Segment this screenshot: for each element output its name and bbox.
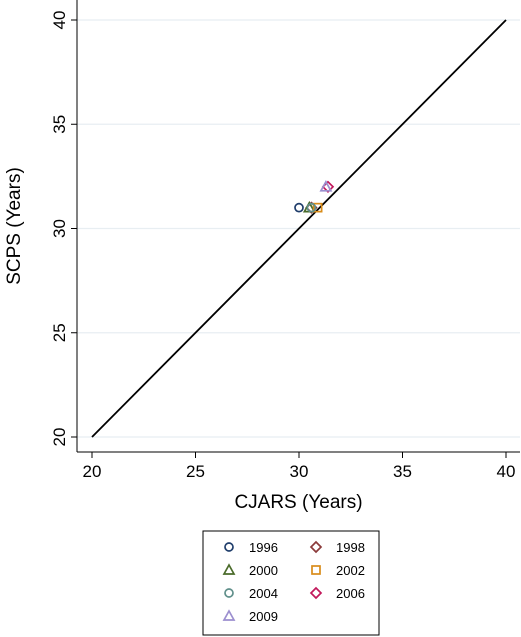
legend-marker-2009 bbox=[222, 609, 236, 621]
x-tick-label-20: 20 bbox=[83, 462, 102, 481]
legend-label-2000: 2000 bbox=[249, 563, 278, 578]
legend-marker-1996 bbox=[224, 542, 234, 552]
legend-label-1996: 1996 bbox=[249, 540, 278, 555]
legend-items: 1996 1998 2000 2002 2004 2006 2009 bbox=[222, 540, 365, 624]
legend-marker-2000 bbox=[222, 563, 236, 575]
y-tick-label-25: 25 bbox=[50, 323, 69, 342]
legend-label-2004: 2004 bbox=[249, 586, 278, 601]
x-tick-label-35: 35 bbox=[393, 462, 412, 481]
x-axis-ticks: 20 25 30 35 40 bbox=[83, 452, 516, 481]
point-2004-0 bbox=[306, 202, 317, 213]
legend: 1996 1998 2000 2002 2004 2006 2009 bbox=[202, 530, 380, 636]
legend-label-2009: 2009 bbox=[249, 609, 278, 624]
x-tick-label-25: 25 bbox=[186, 462, 205, 481]
y-axis-ticks: 20 25 30 35 40 bbox=[50, 11, 77, 447]
reference-line-45deg bbox=[91, 19, 507, 438]
x-tick-label-30: 30 bbox=[290, 462, 309, 481]
legend-label-1998: 1998 bbox=[336, 540, 365, 555]
x-axis-title: CJARS (Years) bbox=[234, 492, 362, 513]
data-points bbox=[294, 180, 335, 214]
y-tick-label-35: 35 bbox=[50, 115, 69, 134]
point-2009-0 bbox=[319, 180, 333, 192]
legend-label-2002: 2002 bbox=[336, 563, 365, 578]
legend-marker-1998 bbox=[309, 540, 323, 554]
point-1996-0 bbox=[294, 202, 304, 213]
legend-label-2006: 2006 bbox=[336, 586, 365, 601]
y-axis-title: SCPS (Years) bbox=[4, 167, 25, 285]
y-tick-label-40: 40 bbox=[50, 11, 69, 30]
y-tick-label-20: 20 bbox=[50, 428, 69, 447]
x-tick-label-40: 40 bbox=[497, 462, 516, 481]
y-tick-label-30: 30 bbox=[50, 219, 69, 238]
legend-marker-2004 bbox=[224, 588, 234, 598]
point-2002-0 bbox=[312, 202, 323, 213]
legend-marker-2002 bbox=[311, 565, 321, 575]
legend-marker-2006 bbox=[309, 586, 323, 600]
